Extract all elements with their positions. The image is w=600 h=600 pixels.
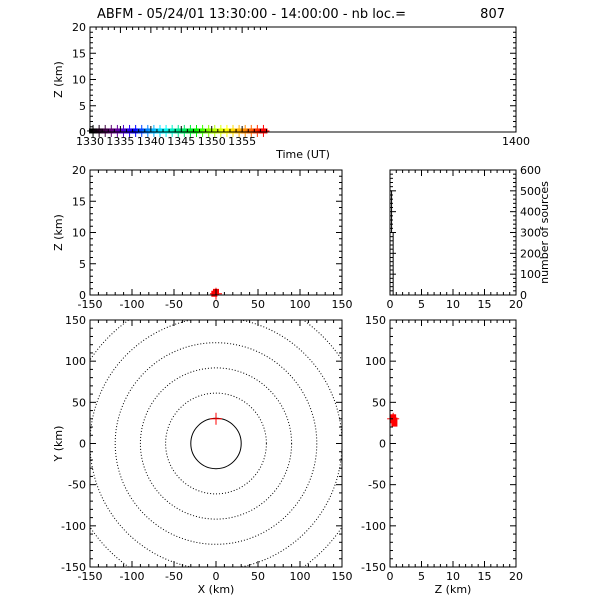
time_height-xtick-label: 1350 xyxy=(198,135,226,148)
height_y-xtick-label: 0 xyxy=(387,570,394,583)
height_y-frame xyxy=(389,319,517,568)
plan_view-xtick-label: 0 xyxy=(213,570,220,583)
height_y-xtick-label: 10 xyxy=(446,570,460,583)
x_height-ytick-label: 10 xyxy=(72,227,86,240)
height_histogram-ylabel: number of sources xyxy=(538,181,551,284)
height_y-ytick-label: 50 xyxy=(372,396,386,409)
range-ring xyxy=(165,392,267,495)
plan_view-xtick-label: 100 xyxy=(290,570,311,583)
height_histogram-xtick-label: 15 xyxy=(478,298,492,311)
figure-title: ABFM - 05/24/01 13:30:00 - 14:00:00 - nb… xyxy=(97,7,406,22)
x_height-xtick-label: -150 xyxy=(78,298,103,311)
plan_view-ytick-label: 0 xyxy=(79,438,86,451)
histogram-step-line xyxy=(390,190,516,296)
time_height-ytick-label: 20 xyxy=(72,21,86,34)
height_histogram-ytick-label: 100 xyxy=(520,268,541,281)
x_height-ytick-label: 20 xyxy=(72,164,86,177)
height_y-ytick-label: 150 xyxy=(365,314,386,327)
plan_view-ytick-label: -100 xyxy=(61,520,86,533)
height_histogram-frame xyxy=(389,169,517,296)
range-ring-solid xyxy=(190,417,242,470)
plan_view-xtick-label: 50 xyxy=(251,570,265,583)
height_histogram-ytick-label: 300 xyxy=(520,227,541,240)
height_histogram-xtick-label: 20 xyxy=(509,298,523,311)
panels: 1330 1335 1340 1345 1350 1355 1400 0 5 10 15 20 Time… xyxy=(52,21,551,596)
panel-x_height: -150 -100 -50 0 50 100 150 0 5 10 15 20 Z (km) xyxy=(52,164,353,311)
height_histogram-xtick-label: 0 xyxy=(387,298,394,311)
panel-time_height: 1330 1335 1340 1345 1350 1355 1400 0 5 10 15 20 Time… xyxy=(52,21,530,161)
time_height-ytick-label: 5 xyxy=(79,100,86,113)
x_height-ytick-label: 0 xyxy=(79,289,86,302)
time_height-frame xyxy=(89,26,517,133)
height_y-ytick-label: -100 xyxy=(361,520,386,533)
x_height-xtick-label: -50 xyxy=(165,298,183,311)
panel-height_y: 0 5 10 15 20 -150 -100 -50 0 50 100 150 Z (km) xyxy=(361,314,523,596)
time_height-xlabel: Time (UT) xyxy=(275,148,330,161)
range-rings xyxy=(90,320,342,567)
height_histogram-ytick-label: 500 xyxy=(520,185,541,198)
height_y-ytick-label: -150 xyxy=(361,561,386,574)
height_histogram-ytick-label: 0 xyxy=(520,289,527,302)
time_height-xtick-label: 1400 xyxy=(502,135,530,148)
plan_view-ytick-label: 100 xyxy=(65,355,86,368)
plan_view-ytick-label: 150 xyxy=(65,314,86,327)
x_height-ytick-label: 15 xyxy=(72,195,86,208)
time_height-ytick-label: 10 xyxy=(72,74,86,87)
range-ring xyxy=(139,367,293,520)
x_height-ylabel: Z (km) xyxy=(52,214,65,251)
height_y-xtick-label: 15 xyxy=(478,570,492,583)
height_y-ytick-label: 100 xyxy=(365,355,386,368)
panel-plan_view: -150 -100 -50 0 50 100 150 -150 -100 -50 0 50 100 150… xyxy=(52,314,353,596)
time_height-xtick-label: 1345 xyxy=(167,135,195,148)
plan_view-xtick-label: -50 xyxy=(165,570,183,583)
x_height-xtick-label: 50 xyxy=(251,298,265,311)
time_height-xtick-label: 1335 xyxy=(106,135,134,148)
plan_view-xlabel: X (km) xyxy=(198,583,235,596)
plan_view-ytick-label: -150 xyxy=(61,561,86,574)
height_y-xlabel: Z (km) xyxy=(435,583,472,596)
x_height-xtick-label: 0 xyxy=(213,298,220,311)
plan_view-ytick-label: -50 xyxy=(68,479,86,492)
plan_view-ylabel: Y (km) xyxy=(52,426,65,463)
range-ring xyxy=(114,342,318,545)
time_height-xtick-label: 1330 xyxy=(76,135,104,148)
height_histogram-ytick-label: 200 xyxy=(520,247,541,260)
time_height-ylabel: Z (km) xyxy=(52,61,65,98)
time_height-ytick-label: 15 xyxy=(72,47,86,60)
plan_view-frame xyxy=(89,319,343,568)
height_histogram-ytick-label: 400 xyxy=(520,206,541,219)
x_height-xtick-label: 100 xyxy=(290,298,311,311)
height_histogram-xtick-label: 10 xyxy=(446,298,460,311)
time_height-xtick-label: 1340 xyxy=(137,135,165,148)
plan_view-ytick-label: 50 xyxy=(72,396,86,409)
height_histogram-ytick-label: 600 xyxy=(520,164,541,177)
x_height-xtick-label: -100 xyxy=(120,298,145,311)
height_y-point xyxy=(391,417,398,427)
time_height-ytick-label: 0 xyxy=(79,126,86,139)
x_height-ytick-label: 5 xyxy=(79,258,86,271)
range-ring xyxy=(90,320,342,567)
x_height-frame xyxy=(89,169,343,296)
range-ring xyxy=(90,320,342,567)
height_y-xtick-label: 5 xyxy=(418,570,425,583)
x_height-xtick-label: 150 xyxy=(332,298,353,311)
height_y-ytick-label: -50 xyxy=(368,479,386,492)
height_y-xtick-label: 20 xyxy=(509,570,523,583)
plan_view-xtick-label: -150 xyxy=(78,570,103,583)
height_histogram-xtick-label: 5 xyxy=(418,298,425,311)
time_height-xtick-label: 1355 xyxy=(228,135,256,148)
location-count: 807 xyxy=(480,7,505,22)
height_y-ytick-label: 0 xyxy=(379,438,386,451)
plan_view-xtick-label: 150 xyxy=(332,570,353,583)
plan_view-xtick-label: -100 xyxy=(120,570,145,583)
